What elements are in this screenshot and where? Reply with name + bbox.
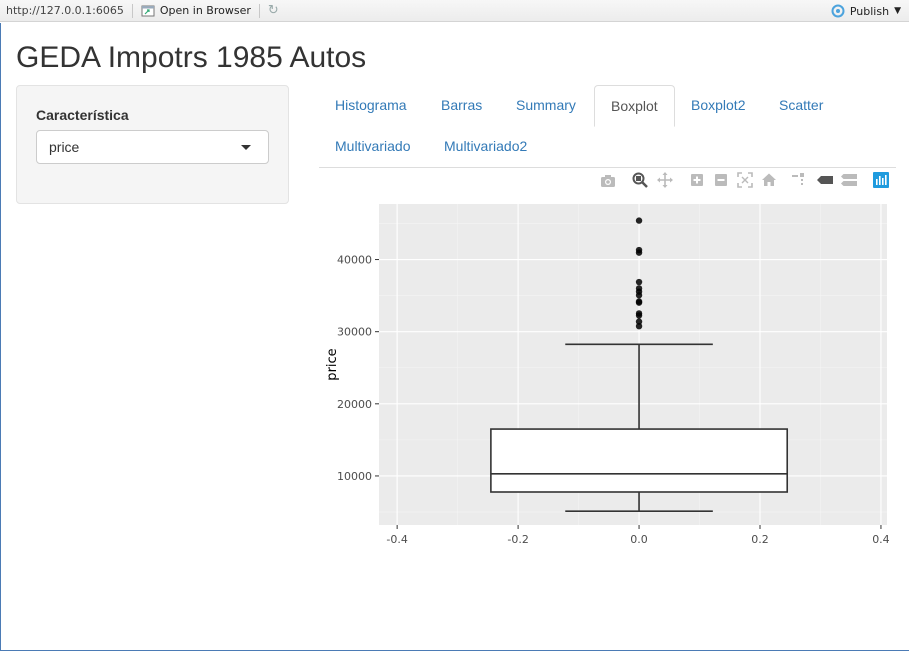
x-tick-label: 0.0 [630, 533, 648, 546]
chevron-down-icon [241, 145, 251, 150]
tab-boxplot[interactable]: Boxplot [594, 85, 675, 127]
autoscale-icon[interactable] [737, 172, 753, 188]
viewer-toolbar: http://127.0.0.1:6065 Open in Browser ↻ … [0, 0, 909, 22]
x-tick-label: 0.2 [751, 533, 769, 546]
y-tick-label: 30000 [337, 326, 372, 339]
outlier-point[interactable] [635, 285, 643, 292]
tab-barras[interactable]: Barras [441, 97, 483, 113]
boxplot-chart: 10000 20000 30000 40000 -0.4 -0.2 0.0 0.2 0.4 p… [325, 204, 890, 546]
publish-label: Publish [849, 4, 890, 18]
tab-histograma[interactable]: Histograma [335, 97, 407, 113]
refresh-icon[interactable]: ↻ [267, 3, 279, 18]
select-value: price [49, 139, 80, 155]
outlier-point[interactable] [635, 322, 643, 330]
y-tick-label: 10000 [337, 470, 372, 483]
outlier-point[interactable] [635, 246, 643, 254]
tab-scatter[interactable]: Scatter [779, 97, 824, 113]
hover-compare-icon[interactable] [841, 172, 857, 188]
plotly-logo-icon[interactable] [873, 172, 889, 188]
y-tick-label: 40000 [337, 254, 372, 267]
tab-multivariado[interactable]: Multivariado [335, 138, 411, 154]
app-frame: GEDA Impotrs 1985 Autos Característica p… [0, 23, 909, 651]
page-title: GEDA Impotrs 1985 Autos [16, 41, 367, 74]
reset-axes-icon[interactable] [761, 172, 777, 188]
pan-icon[interactable] [657, 172, 673, 188]
box-marks [490, 217, 789, 512]
zoom-in-icon[interactable] [689, 172, 705, 188]
x-tick-label: -0.4 [386, 533, 407, 546]
hover-closest-icon[interactable] [817, 172, 833, 188]
tab-boxplot2[interactable]: Boxplot2 [691, 97, 746, 113]
toolbar-divider [131, 3, 133, 18]
feature-select[interactable]: price [36, 130, 269, 164]
spike-lines-icon[interactable] [791, 172, 807, 188]
x-axis: -0.4 -0.2 0.0 0.2 0.4 [386, 525, 890, 546]
zoom-icon[interactable] [632, 172, 648, 188]
viewer-url: http://127.0.0.1:6065 [6, 4, 124, 17]
outlier-point[interactable] [635, 278, 643, 286]
x-tick-label: 0.4 [872, 533, 890, 546]
outlier-point[interactable] [635, 217, 643, 224]
open-in-browser-label: Open in Browser [159, 4, 251, 17]
camera-icon[interactable] [600, 173, 616, 189]
outlier-point[interactable] [635, 310, 643, 317]
tab-summary[interactable]: Summary [516, 97, 576, 113]
open-in-browser-icon [141, 5, 155, 16]
sidebar-panel: Característica price [16, 85, 289, 204]
zoom-out-icon[interactable] [713, 172, 729, 188]
outlier-point[interactable] [635, 318, 643, 325]
tab-bar: Histograma Barras Summary Boxplot Boxplo… [319, 85, 896, 168]
publish-icon [831, 4, 845, 18]
tab-multivariado2[interactable]: Multivariado2 [444, 138, 528, 154]
select-label: Característica [36, 107, 129, 123]
open-in-browser-button[interactable]: Open in Browser [141, 4, 251, 17]
chevron-down-icon[interactable]: ▼ [894, 6, 901, 16]
outlier-point[interactable] [635, 298, 643, 305]
publish-button[interactable]: Publish ▼ [831, 0, 901, 22]
y-tick-label: 20000 [337, 398, 372, 411]
box-iqr[interactable] [490, 428, 789, 493]
toolbar-divider [258, 3, 260, 18]
y-axis: 10000 20000 30000 40000 [337, 254, 379, 483]
x-tick-label: -0.2 [507, 533, 528, 546]
y-axis-label: price [325, 348, 340, 380]
